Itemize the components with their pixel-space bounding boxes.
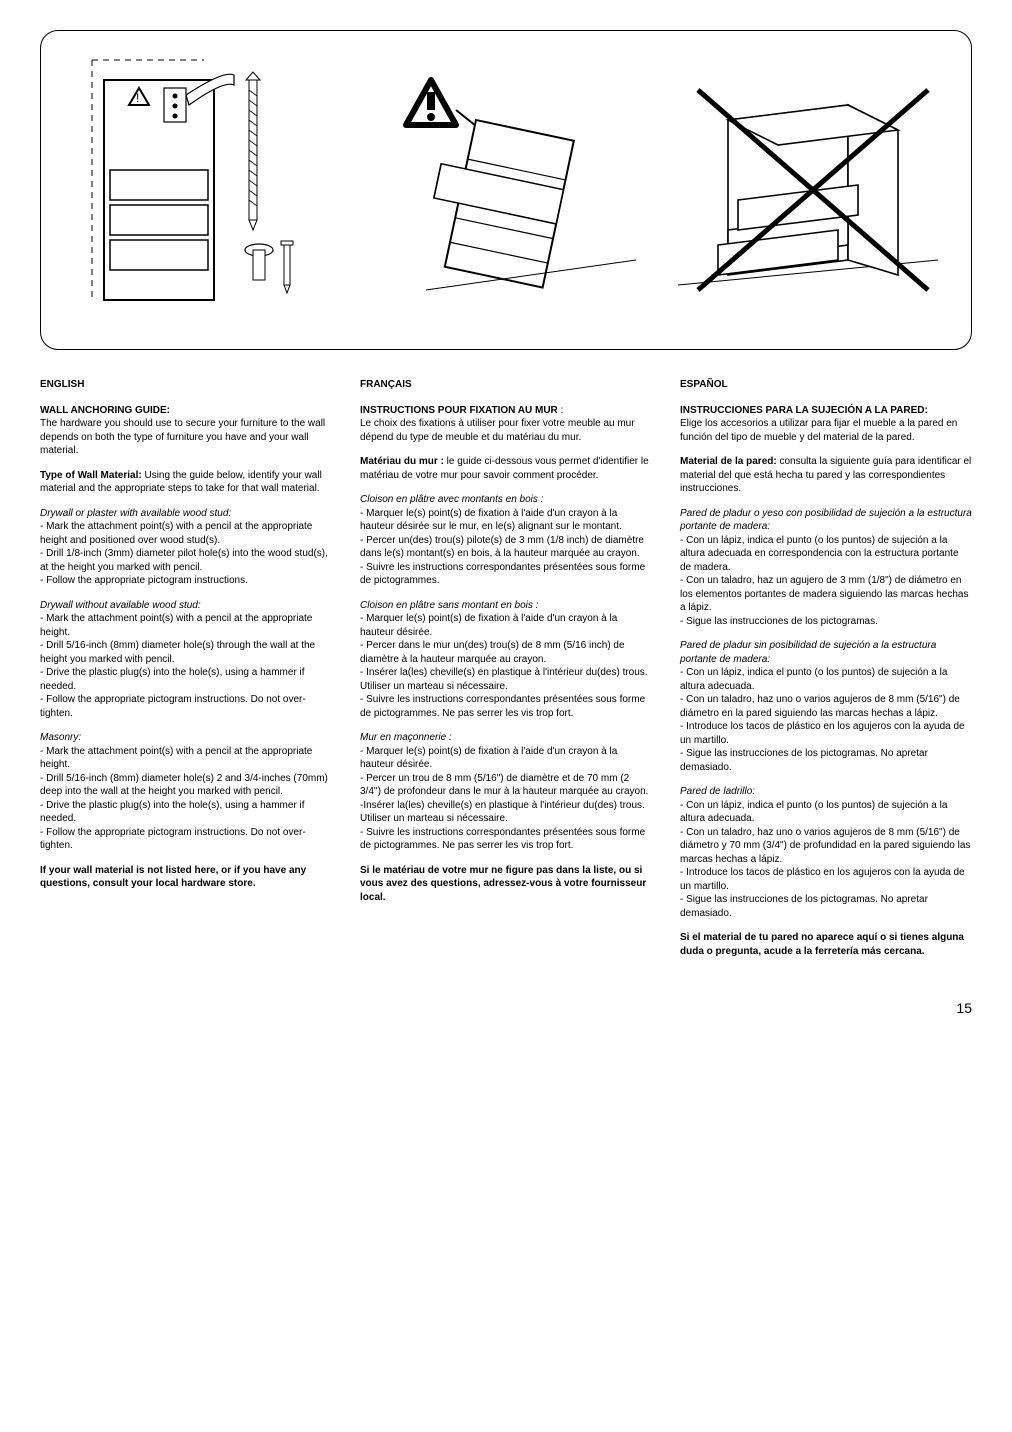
es-intro-body: Elige los accesorios a utilizar para fij… bbox=[680, 418, 957, 443]
en-masonry-body: - Mark the attachment point(s) with a pe… bbox=[40, 745, 332, 853]
en-intro: WALL ANCHORING GUIDE: The hardware you s… bbox=[40, 404, 332, 458]
es-footer: Si el material de tu pared no aparece aq… bbox=[680, 931, 972, 958]
fr-intro-body: Le choix des fixations à utiliser pour f… bbox=[360, 418, 635, 443]
es-type-head: Material de la pared: bbox=[680, 456, 777, 467]
col-spanish: ESPAÑOL INSTRUCCIONES PARA LA SUJECIÓN A… bbox=[680, 378, 972, 969]
lang-head-en: ENGLISH bbox=[40, 378, 332, 392]
fr-nostud-body: - Marquer le(s) point(s) de fixation à l… bbox=[360, 612, 652, 720]
es-masonry-head-p: Pared de ladrillo: bbox=[680, 785, 972, 799]
es-nostud-head-p: Pared de pladur sin posibilidad de sujec… bbox=[680, 639, 972, 666]
fr-title: INSTRUCTIONS POUR FIXATION AU MUR bbox=[360, 405, 558, 416]
fr-intro: INSTRUCTIONS POUR FIXATION AU MUR : Le c… bbox=[360, 404, 652, 445]
col-english: ENGLISH WALL ANCHORING GUIDE: The hardwa… bbox=[40, 378, 332, 969]
en-type: Type of Wall Material: Using the guide b… bbox=[40, 469, 332, 496]
fr-nostud-head: Cloison en plâtre sans montant en bois : bbox=[360, 600, 538, 611]
en-stud-head: Drywall or plaster with available wood s… bbox=[40, 508, 231, 519]
en-title: WALL ANCHORING GUIDE: bbox=[40, 405, 170, 416]
es-nostud-body: - Con un lápiz, indica el punto (o los p… bbox=[680, 666, 972, 774]
en-stud-head-p: Drywall or plaster with available wood s… bbox=[40, 507, 332, 521]
fr-footer-text: Si le matériau de votre mur ne figure pa… bbox=[360, 865, 646, 903]
en-nostud-head: Drywall without available wood stud: bbox=[40, 600, 201, 611]
en-masonry-head-p: Masonry: bbox=[40, 731, 332, 745]
figure-no-climb bbox=[667, 49, 949, 331]
text-columns: ENGLISH WALL ANCHORING GUIDE: The hardwa… bbox=[40, 378, 972, 969]
es-intro: INSTRUCCIONES PARA LA SUJECIÓN A LA PARE… bbox=[680, 404, 972, 445]
fr-title-suffix: : bbox=[558, 405, 564, 416]
fr-masonry-head: Mur en maçonnerie : bbox=[360, 732, 452, 743]
en-footer-text: If your wall material is not listed here… bbox=[40, 865, 306, 890]
en-nostud-head-p: Drywall without available wood stud: bbox=[40, 599, 332, 613]
col-french: FRANÇAIS INSTRUCTIONS POUR FIXATION AU M… bbox=[360, 378, 652, 969]
en-stud-body: - Mark the attachment point(s) with a pe… bbox=[40, 520, 332, 588]
en-masonry-head: Masonry: bbox=[40, 732, 81, 743]
fr-type-head: Matériau du mur : bbox=[360, 456, 444, 467]
fr-masonry-body: - Marquer le(s) point(s) de fixation à l… bbox=[360, 745, 652, 853]
en-intro-body: The hardware you should use to secure yo… bbox=[40, 418, 325, 456]
page-number: 15 bbox=[40, 999, 972, 1018]
lang-head-fr: FRANÇAIS bbox=[360, 378, 652, 392]
fr-nostud-head-p: Cloison en plâtre sans montant en bois : bbox=[360, 599, 652, 613]
es-masonry-head: Pared de ladrillo: bbox=[680, 786, 755, 797]
es-masonry-body: - Con un lápiz, indica el punto (o los p… bbox=[680, 799, 972, 921]
lang-head-es: ESPAÑOL bbox=[680, 378, 972, 392]
es-title: INSTRUCCIONES PARA LA SUJECIÓN A LA PARE… bbox=[680, 405, 928, 416]
es-stud-body: - Con un lápiz, indica el punto (o los p… bbox=[680, 534, 972, 629]
fr-stud-head: Cloison en plâtre avec montants en bois … bbox=[360, 494, 543, 505]
figure-warning-topple bbox=[365, 49, 647, 331]
figure-frame: ! bbox=[40, 30, 972, 350]
en-nostud-body: - Mark the attachment point(s) with a pe… bbox=[40, 612, 332, 720]
es-stud-head: Pared de pladur o yeso con posibilidad d… bbox=[680, 508, 972, 533]
es-type: Material de la pared: consulta la siguie… bbox=[680, 455, 972, 496]
fr-masonry-head-p: Mur en maçonnerie : bbox=[360, 731, 652, 745]
fr-footer: Si le matériau de votre mur ne figure pa… bbox=[360, 864, 652, 905]
fr-type: Matériau du mur : le guide ci-dessous vo… bbox=[360, 455, 652, 482]
svg-text:!: ! bbox=[136, 91, 139, 105]
es-nostud-head: Pared de pladur sin posibilidad de sujec… bbox=[680, 640, 936, 665]
es-stud-head-p: Pared de pladur o yeso con posibilidad d… bbox=[680, 507, 972, 534]
fr-stud-head-p: Cloison en plâtre avec montants en bois … bbox=[360, 493, 652, 507]
es-footer-text: Si el material de tu pared no aparece aq… bbox=[680, 932, 964, 957]
fr-stud-body: - Marquer le(s) point(s) de fixation à l… bbox=[360, 507, 652, 588]
en-footer: If your wall material is not listed here… bbox=[40, 864, 332, 891]
en-type-head: Type of Wall Material: bbox=[40, 470, 142, 481]
figure-cabinet-strap: ! bbox=[63, 49, 345, 331]
